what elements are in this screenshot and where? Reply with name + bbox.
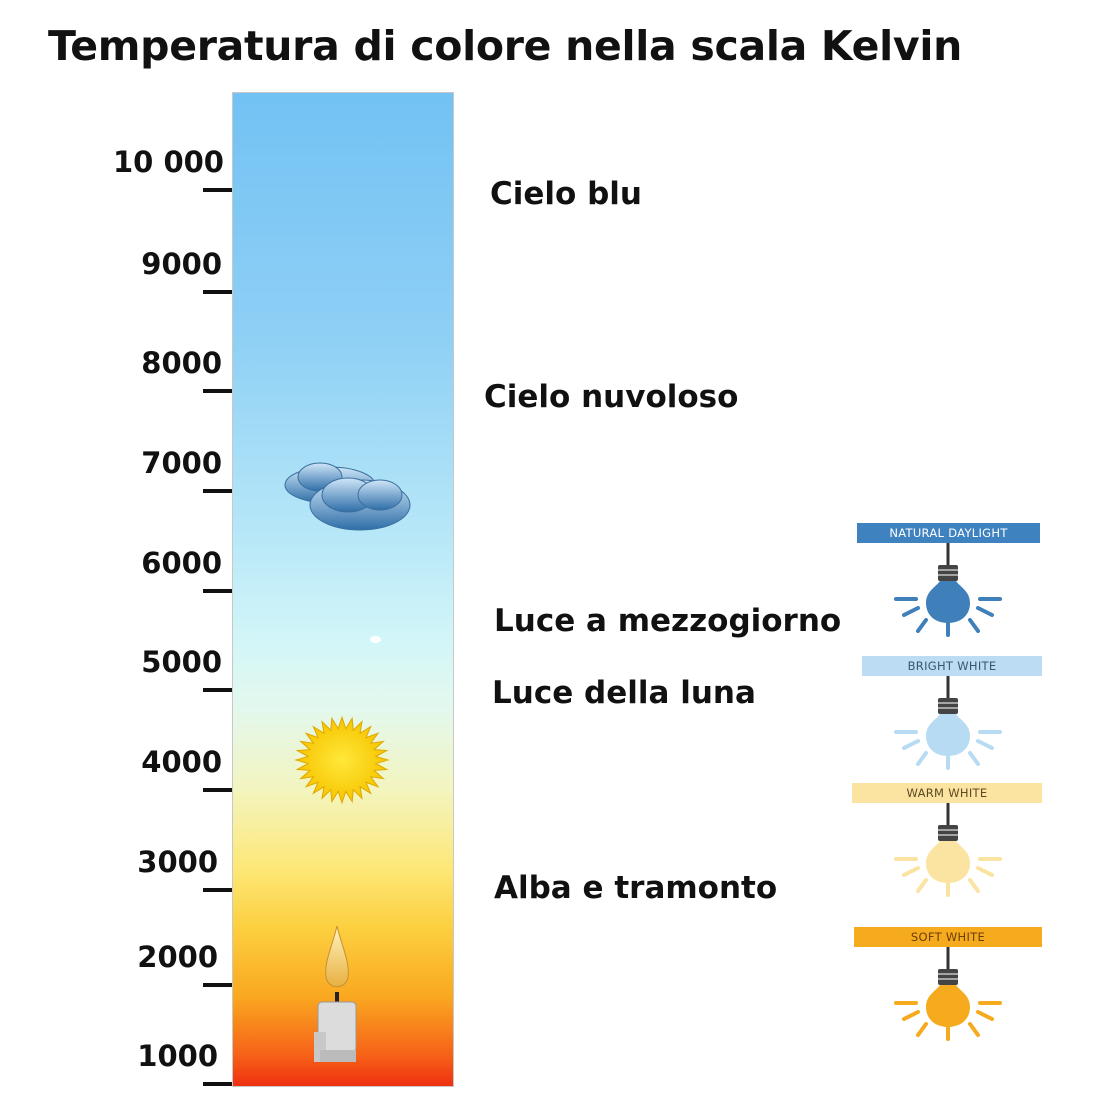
bulb-label: SOFT WHITE bbox=[854, 927, 1042, 947]
tick-label: 7000 bbox=[141, 446, 222, 480]
description-label: Alba e tramonto bbox=[494, 870, 778, 906]
description-label: Luce a mezzogiorno bbox=[494, 603, 842, 639]
tick-label: 4000 bbox=[141, 745, 222, 779]
page-title: Temperatura di colore nella scala Kelvin bbox=[48, 22, 963, 70]
tick-mark bbox=[203, 290, 232, 294]
light-bulb-icon bbox=[894, 803, 1002, 897]
tick-label: 8000 bbox=[141, 346, 222, 380]
tick-mark bbox=[203, 489, 232, 493]
tick-label: 5000 bbox=[141, 645, 222, 679]
cloud-icon bbox=[284, 462, 411, 531]
bulb-label: NATURAL DAYLIGHT bbox=[857, 523, 1040, 543]
bulb-label: BRIGHT WHITE bbox=[862, 656, 1042, 676]
description-label: Cielo nuvoloso bbox=[484, 379, 739, 415]
candle-icon bbox=[314, 925, 357, 1062]
description-label: Cielo blu bbox=[490, 176, 643, 212]
tick-mark bbox=[203, 389, 232, 393]
tick-label: 2000 bbox=[137, 940, 218, 974]
tick-label: 9000 bbox=[141, 247, 222, 281]
tick-mark bbox=[203, 983, 232, 987]
bulb-label: WARM WHITE bbox=[852, 783, 1042, 803]
color-temperature-gradient-bar bbox=[232, 92, 454, 1087]
tick-mark bbox=[203, 888, 232, 892]
tick-label: 10 000 bbox=[113, 145, 224, 179]
light-bulb-icon bbox=[894, 543, 1002, 637]
light-bulb-icon bbox=[894, 947, 1002, 1041]
light-bulb-icon bbox=[894, 676, 1002, 770]
sun-icon bbox=[294, 715, 390, 805]
tick-label: 3000 bbox=[137, 845, 218, 879]
tick-label: 6000 bbox=[141, 546, 222, 580]
description-label: Luce della luna bbox=[492, 675, 756, 711]
tick-mark bbox=[203, 1082, 232, 1086]
tick-label: 1000 bbox=[137, 1039, 218, 1073]
tick-mark bbox=[203, 788, 232, 792]
tick-mark bbox=[203, 688, 232, 692]
moon-dot bbox=[370, 636, 381, 643]
tick-mark bbox=[203, 589, 232, 593]
tick-mark bbox=[203, 188, 232, 192]
